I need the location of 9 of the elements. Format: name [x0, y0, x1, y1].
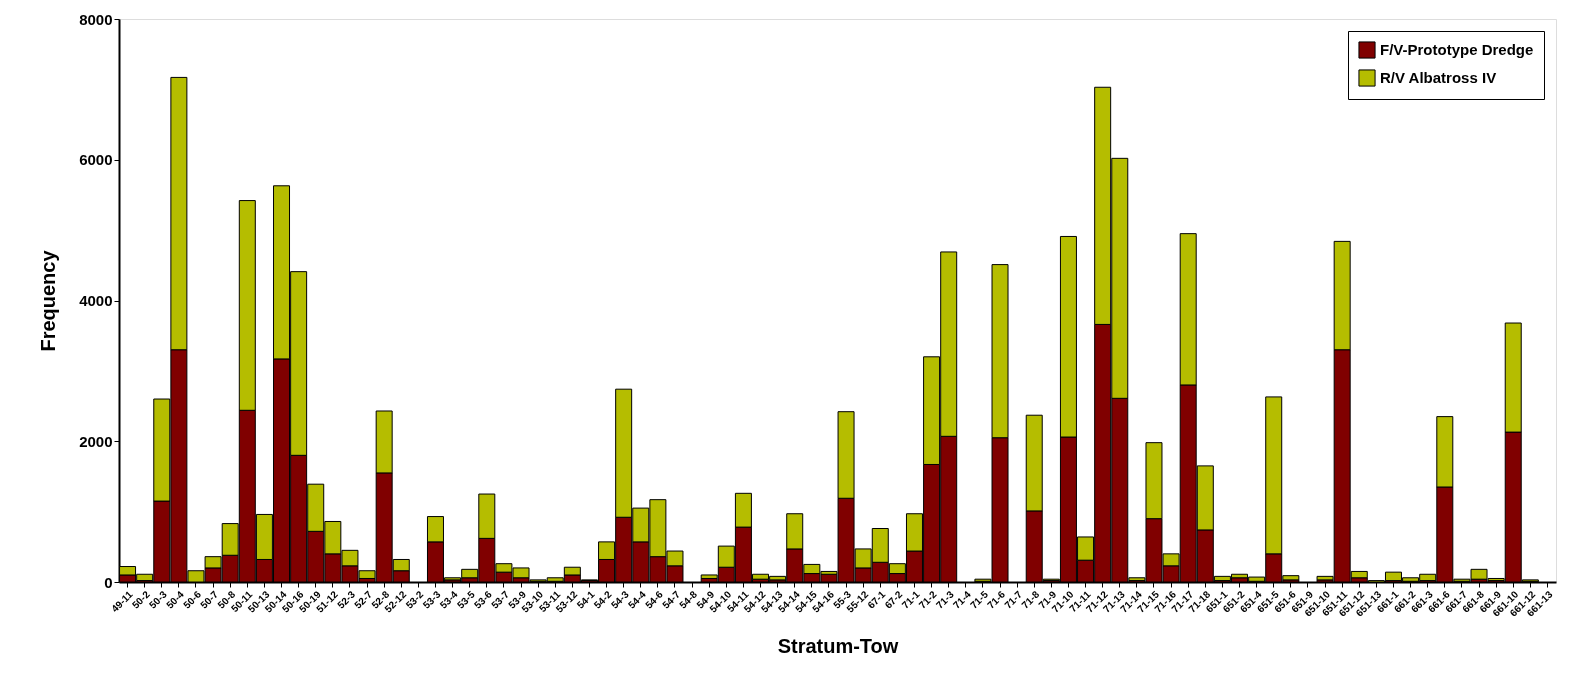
x-axis-title: Stratum-Tow — [777, 634, 899, 657]
y-tick-label: 0 — [104, 573, 113, 591]
y-axis-title: Frequency — [37, 249, 60, 352]
y-tick-label: 6000 — [79, 151, 113, 169]
y-tick-label: 8000 — [79, 10, 113, 28]
y-tick-label: 2000 — [79, 432, 113, 450]
y-tick-label: 4000 — [79, 292, 113, 309]
legend-label: R/V Albatross IV — [1380, 69, 1497, 86]
legend-label: F/V-Prototype Dredge — [1380, 41, 1534, 58]
